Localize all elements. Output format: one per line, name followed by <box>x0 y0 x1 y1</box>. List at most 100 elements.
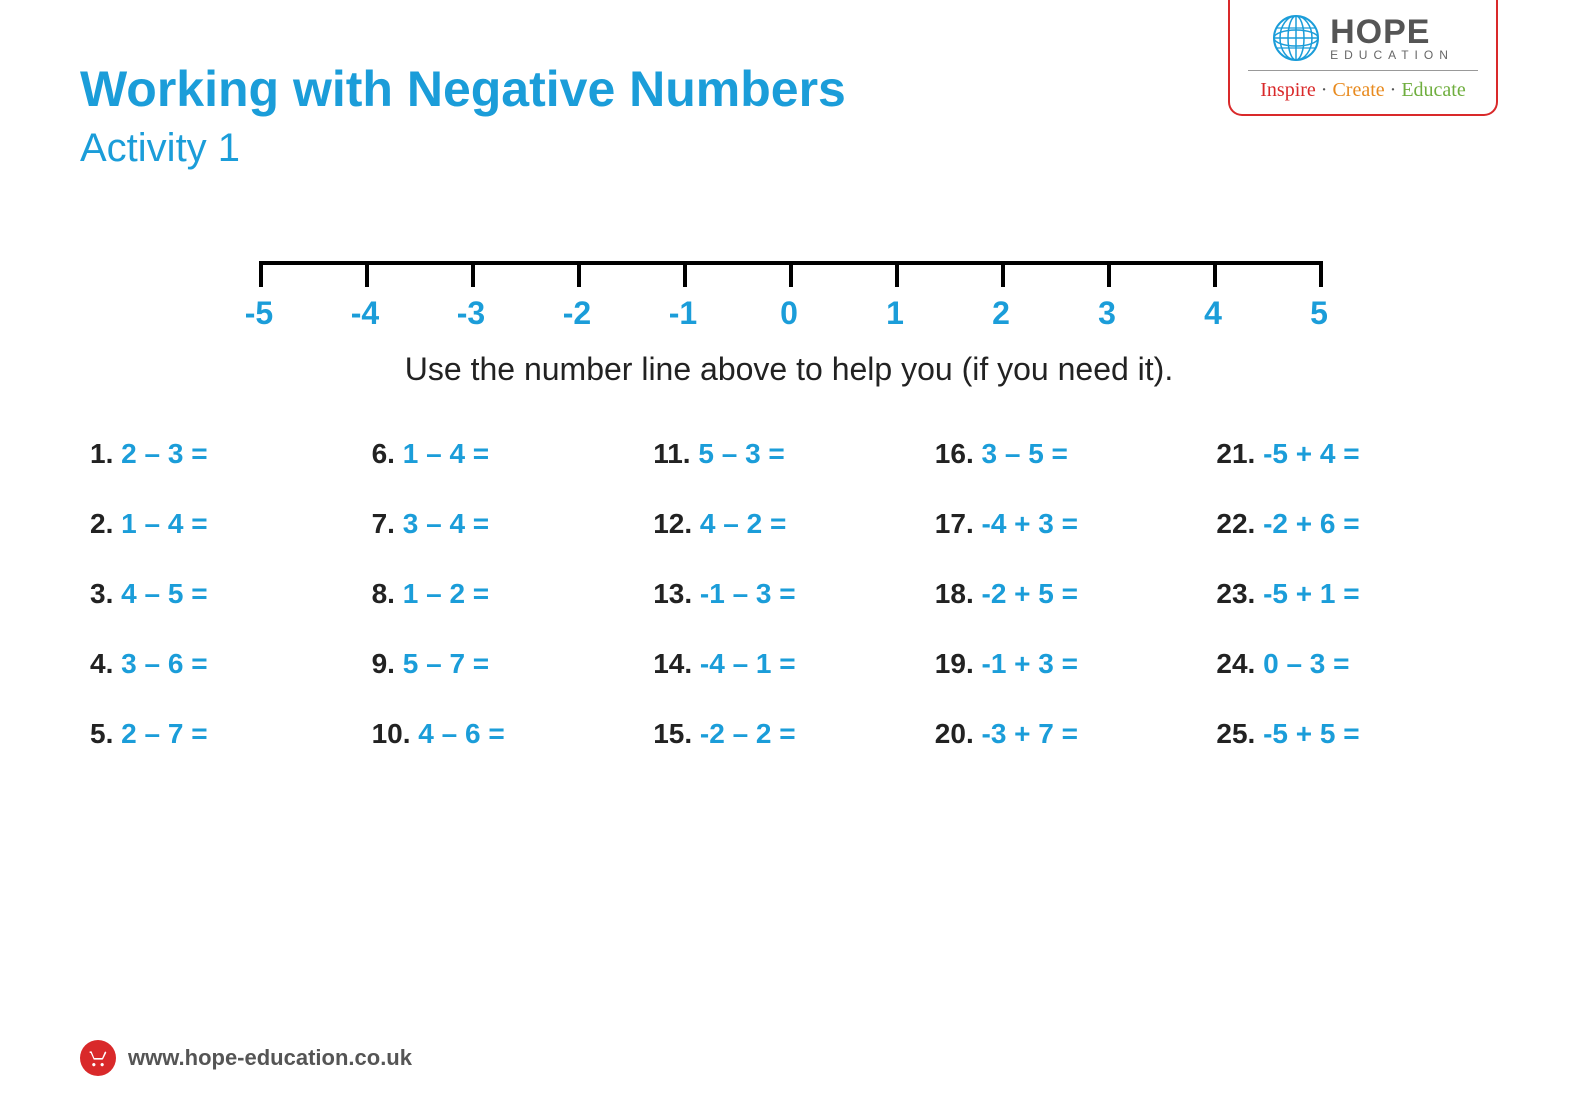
cart-icon <box>80 1040 116 1076</box>
problem-expression: -5 + 4 = <box>1263 438 1360 469</box>
logo-brand: HOPE <box>1330 15 1454 49</box>
problem-number: 7. <box>372 508 403 539</box>
tagline-inspire: Inspire <box>1260 79 1316 101</box>
problem-item: 14. -4 – 1 = <box>653 648 925 680</box>
number-line-tick <box>365 261 369 287</box>
problem-item: 1. 2 – 3 = <box>90 438 362 470</box>
problem-number: 2. <box>90 508 121 539</box>
number-line-tick <box>1213 261 1217 287</box>
number-line-label: -2 <box>563 295 591 332</box>
problem-item: 19. -1 + 3 = <box>935 648 1207 680</box>
problem-expression: 5 – 7 = <box>403 648 489 679</box>
number-line-tick <box>683 261 687 287</box>
problem-number: 21. <box>1216 438 1263 469</box>
instruction-text: Use the number line above to help you (i… <box>80 351 1498 388</box>
problem-item: 21. -5 + 4 = <box>1216 438 1488 470</box>
problem-item: 9. 5 – 7 = <box>372 648 644 680</box>
number-line-tick <box>259 261 263 287</box>
problem-number: 13. <box>653 578 700 609</box>
problem-expression: 5 – 3 = <box>698 438 784 469</box>
problem-number: 8. <box>372 578 403 609</box>
logo-text: HOPE EDUCATION <box>1330 15 1454 61</box>
number-line-label: -5 <box>245 295 273 332</box>
problem-expression: 3 – 5 = <box>982 438 1068 469</box>
problem-expression: 1 – 2 = <box>403 578 489 609</box>
problem-expression: -5 + 1 = <box>1263 578 1360 609</box>
problem-item: 3. 4 – 5 = <box>90 578 362 610</box>
problem-item: 7. 3 – 4 = <box>372 508 644 540</box>
problem-number: 17. <box>935 508 982 539</box>
problem-item: 12. 4 – 2 = <box>653 508 925 540</box>
problem-number: 20. <box>935 718 982 749</box>
problem-expression: -3 + 7 = <box>982 718 1079 749</box>
problem-number: 24. <box>1216 648 1263 679</box>
number-line-label: 1 <box>886 295 904 332</box>
logo-subbrand: EDUCATION <box>1330 49 1454 61</box>
problem-number: 9. <box>372 648 403 679</box>
problem-number: 10. <box>372 718 419 749</box>
number-line-tick <box>895 261 899 287</box>
number-line-container: -5-4-3-2-1012345 <box>259 261 1319 291</box>
logo-box: HOPE EDUCATION Inspire · Create · Educat… <box>1228 0 1498 116</box>
problem-item: 25. -5 + 5 = <box>1216 718 1488 750</box>
number-line-label: -4 <box>351 295 379 332</box>
problem-item: 24. 0 – 3 = <box>1216 648 1488 680</box>
number-line-label: 0 <box>780 295 798 332</box>
number-line-label: 5 <box>1310 295 1328 332</box>
problem-number: 25. <box>1216 718 1263 749</box>
logo-top: HOPE EDUCATION <box>1248 14 1478 71</box>
logo-tagline: Inspire · Create · Educate <box>1248 79 1478 102</box>
problem-item: 2. 1 – 4 = <box>90 508 362 540</box>
number-line-label: -3 <box>457 295 485 332</box>
problem-item: 22. -2 + 6 = <box>1216 508 1488 540</box>
problem-item: 20. -3 + 7 = <box>935 718 1207 750</box>
problem-expression: 3 – 6 = <box>121 648 207 679</box>
problem-item: 15. -2 – 2 = <box>653 718 925 750</box>
problem-expression: 0 – 3 = <box>1263 648 1349 679</box>
globe-icon <box>1272 14 1320 62</box>
problem-item: 8. 1 – 2 = <box>372 578 644 610</box>
problem-number: 19. <box>935 648 982 679</box>
problem-number: 15. <box>653 718 700 749</box>
problem-expression: 1 – 4 = <box>121 508 207 539</box>
problem-expression: 4 – 5 = <box>121 578 207 609</box>
problem-expression: -2 + 5 = <box>982 578 1079 609</box>
number-line-tick <box>1001 261 1005 287</box>
number-line-tick <box>789 261 793 287</box>
footer: www.hope-education.co.uk <box>80 1040 412 1076</box>
problem-number: 3. <box>90 578 121 609</box>
problem-item: 5. 2 – 7 = <box>90 718 362 750</box>
header: Working with Negative Numbers Activity 1… <box>80 50 1498 171</box>
number-line-tick <box>1107 261 1111 287</box>
problem-item: 13. -1 – 3 = <box>653 578 925 610</box>
footer-url: www.hope-education.co.uk <box>128 1045 412 1071</box>
problem-item: 10. 4 – 6 = <box>372 718 644 750</box>
problem-expression: -4 – 1 = <box>700 648 796 679</box>
problem-expression: 4 – 2 = <box>700 508 786 539</box>
problem-number: 23. <box>1216 578 1263 609</box>
number-line: -5-4-3-2-1012345 <box>259 261 1319 291</box>
number-line-tick <box>471 261 475 287</box>
page-subtitle: Activity 1 <box>80 126 846 171</box>
number-line-tick <box>577 261 581 287</box>
problem-expression: -1 + 3 = <box>982 648 1079 679</box>
number-line-tick <box>1319 261 1323 287</box>
title-block: Working with Negative Numbers Activity 1 <box>80 50 846 171</box>
problem-number: 16. <box>935 438 982 469</box>
problem-expression: 4 – 6 = <box>418 718 504 749</box>
problem-item: 18. -2 + 5 = <box>935 578 1207 610</box>
problem-item: 4. 3 – 6 = <box>90 648 362 680</box>
tagline-educate: Educate <box>1401 79 1465 101</box>
problem-number: 4. <box>90 648 121 679</box>
problem-item: 6. 1 – 4 = <box>372 438 644 470</box>
page-title: Working with Negative Numbers <box>80 60 846 118</box>
problem-item: 17. -4 + 3 = <box>935 508 1207 540</box>
problem-expression: 2 – 7 = <box>121 718 207 749</box>
problem-number: 22. <box>1216 508 1263 539</box>
tagline-create: Create <box>1332 79 1384 101</box>
problem-number: 11. <box>653 438 698 469</box>
problem-expression: 3 – 4 = <box>403 508 489 539</box>
number-line-label: 2 <box>992 295 1010 332</box>
problem-expression: 1 – 4 = <box>403 438 489 469</box>
problem-expression: -5 + 5 = <box>1263 718 1360 749</box>
